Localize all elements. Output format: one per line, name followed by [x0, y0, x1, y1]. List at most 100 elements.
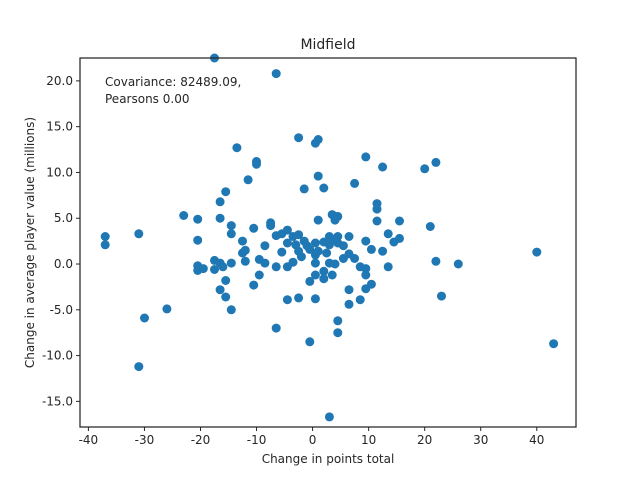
data-point [140, 313, 149, 323]
data-point [162, 304, 172, 314]
data-point [254, 270, 264, 280]
y-tick-label: -5.0 [50, 303, 73, 317]
data-point [372, 204, 382, 214]
data-point [271, 69, 281, 79]
data-point [327, 270, 337, 280]
data-point [100, 240, 110, 250]
data-point [361, 264, 371, 274]
data-point [305, 276, 315, 286]
data-point [344, 299, 354, 309]
data-point [395, 216, 404, 226]
data-point [226, 258, 236, 268]
data-point [361, 270, 371, 280]
data-point [249, 280, 259, 290]
data-point [294, 133, 304, 143]
y-tick-label: 20.0 [46, 74, 73, 88]
data-point [266, 221, 276, 231]
data-point [431, 157, 441, 167]
y-tick-label: 10.0 [46, 165, 73, 179]
x-tick-label: -40 [79, 433, 99, 447]
data-point [198, 264, 208, 274]
data-point [333, 211, 343, 221]
data-point [366, 244, 376, 254]
data-point [383, 262, 393, 272]
data-point [383, 229, 393, 239]
data-point [282, 225, 292, 235]
data-point [324, 412, 334, 422]
data-point [260, 241, 270, 251]
data-point [333, 328, 343, 338]
data-point [226, 221, 236, 231]
data-point [288, 257, 298, 267]
data-point [238, 236, 247, 246]
data-point [179, 211, 189, 220]
y-tick-label: -10.0 [42, 349, 73, 363]
data-point [310, 258, 320, 268]
data-point [271, 262, 281, 272]
data-point [277, 247, 287, 257]
data-point [282, 238, 292, 248]
data-point [453, 259, 463, 269]
data-point [221, 276, 231, 285]
data-point [232, 143, 242, 153]
annotation-line-2: Pearsons 0.00 [105, 92, 189, 106]
data-point [310, 238, 320, 248]
data-point [310, 294, 320, 304]
data-point [313, 215, 323, 225]
data-point [330, 259, 340, 269]
x-tick-label: -10 [247, 433, 267, 447]
data-point [271, 323, 281, 333]
data-point [378, 162, 388, 172]
data-point [305, 244, 315, 254]
data-point [319, 266, 329, 276]
data-point [319, 183, 329, 193]
data-point [294, 230, 304, 240]
data-point [305, 337, 315, 347]
data-point [425, 222, 435, 231]
x-tick-label: -20 [191, 433, 211, 447]
data-point [193, 214, 203, 224]
data-point [355, 295, 365, 305]
data-point [226, 229, 236, 239]
data-point [322, 248, 332, 258]
data-point [333, 316, 343, 326]
data-point [350, 254, 360, 263]
data-point [350, 178, 360, 188]
data-point [252, 159, 261, 169]
data-point [134, 229, 144, 239]
data-point [240, 256, 250, 266]
x-axis-label: Change in points total [262, 452, 395, 466]
data-point [313, 246, 323, 256]
data-point [313, 135, 323, 144]
data-point [215, 213, 225, 223]
data-point [210, 265, 219, 274]
x-tick-label: 30 [473, 433, 488, 447]
x-tick-label: 40 [529, 433, 544, 447]
y-axis-label: Change in average player value (millions… [23, 117, 37, 368]
data-point [221, 292, 231, 302]
data-point [378, 246, 388, 256]
y-tick-label: -15.0 [42, 394, 73, 408]
data-point [333, 232, 343, 241]
data-point [221, 187, 231, 197]
data-point [260, 258, 270, 268]
data-point [296, 252, 306, 262]
data-point [215, 285, 225, 295]
data-point [372, 216, 382, 226]
data-point [366, 279, 376, 289]
data-point [319, 274, 329, 284]
data-point [215, 197, 225, 207]
x-tick-label: -30 [135, 433, 155, 447]
plot-frame [79, 57, 577, 428]
y-tick-label: 5.0 [54, 211, 73, 225]
data-point [313, 171, 323, 181]
data-point [338, 241, 348, 251]
data-point [310, 270, 320, 280]
y-tick-label: 0.0 [54, 257, 73, 271]
data-point [243, 175, 253, 185]
data-point [361, 152, 371, 162]
annotation-line-1: Covariance: 82489.09, [105, 75, 241, 89]
data-point [299, 184, 309, 194]
x-tick-label: 10 [361, 433, 376, 447]
